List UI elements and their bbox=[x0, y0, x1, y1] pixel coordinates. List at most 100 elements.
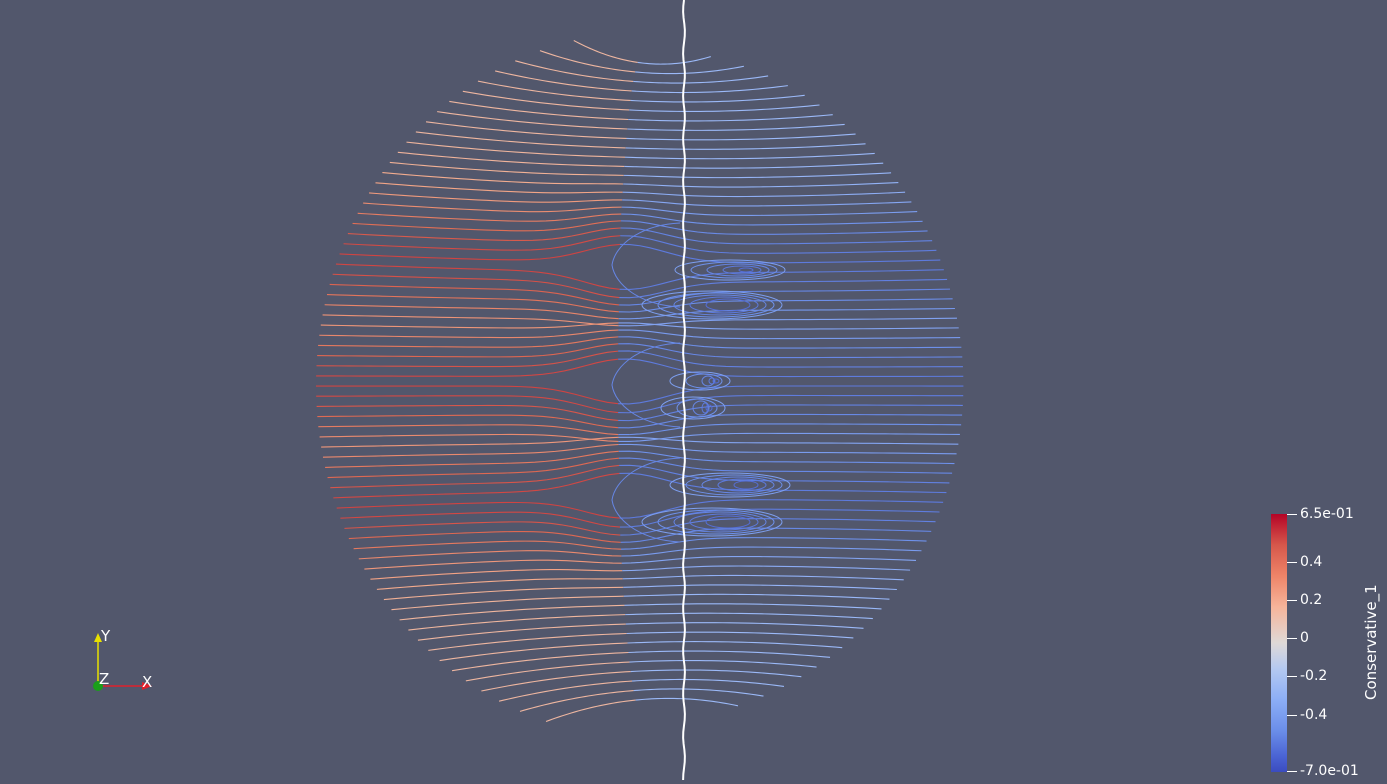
streamline-wake bbox=[618, 404, 963, 422]
streamline-upstream bbox=[417, 623, 626, 641]
scalar-bar[interactable]: 6.5e-01 0.4 0.2 0 -0.2 -0.4 -7.0e-01 Con… bbox=[1262, 500, 1387, 784]
streamline-upstream bbox=[357, 212, 622, 222]
streamline-upstream bbox=[364, 559, 622, 570]
scalar-bar-tick bbox=[1287, 562, 1297, 563]
scalar-bar-tick bbox=[1287, 600, 1297, 601]
streamline-upstream bbox=[437, 111, 628, 130]
wake-vortex bbox=[692, 400, 710, 416]
streamline-wake bbox=[618, 457, 953, 474]
body-outline bbox=[611, 457, 681, 543]
streamline-upstream bbox=[477, 80, 631, 102]
streamline-upstream bbox=[408, 614, 626, 631]
streamline-upstream bbox=[330, 464, 620, 489]
streamline-upstream bbox=[343, 235, 621, 251]
streamline-upstream bbox=[389, 161, 624, 176]
streamline-upstream bbox=[333, 472, 620, 499]
streamline-wake bbox=[625, 622, 864, 629]
streamline-wake bbox=[626, 133, 856, 141]
scalar-bar-tick bbox=[1287, 676, 1297, 677]
streamline-wake bbox=[618, 329, 961, 340]
streamline-wake bbox=[621, 206, 918, 216]
streamline-upstream bbox=[545, 699, 636, 723]
streamline-wake bbox=[618, 385, 964, 405]
streamline-wake bbox=[621, 213, 923, 226]
streamline-upstream bbox=[322, 443, 619, 458]
streamline-wake bbox=[618, 350, 963, 368]
scalar-bar-tick-label: 0 bbox=[1300, 630, 1309, 646]
streamline-upstream bbox=[449, 100, 629, 121]
streamline-upstream bbox=[319, 329, 619, 339]
wake-vortex bbox=[690, 261, 778, 279]
streamline-wake bbox=[623, 593, 890, 600]
streamline-upstream bbox=[495, 70, 632, 92]
streamline-upstream bbox=[370, 569, 623, 580]
streamline-wake bbox=[618, 317, 957, 327]
streamline-wake bbox=[618, 443, 957, 455]
streamline-wake bbox=[620, 518, 936, 536]
streamline-wake bbox=[618, 450, 955, 465]
streamline-upstream bbox=[320, 322, 619, 329]
streamline-wake bbox=[622, 574, 904, 581]
streamline-upstream bbox=[352, 220, 621, 232]
streamline-upstream bbox=[369, 192, 623, 203]
streamline-wake bbox=[619, 508, 940, 528]
streamline-wake bbox=[619, 499, 944, 519]
streamline-upstream bbox=[347, 227, 621, 242]
streamline-wake bbox=[620, 220, 928, 235]
streamline-upstream bbox=[318, 336, 619, 348]
streamline-wake bbox=[622, 199, 912, 207]
streamline-upstream bbox=[316, 404, 619, 422]
streamline-upstream bbox=[317, 343, 619, 358]
streamline-upstream bbox=[498, 680, 633, 702]
streamline-wake bbox=[618, 343, 963, 359]
streamline-wake bbox=[633, 75, 769, 84]
streamline-upstream bbox=[399, 604, 625, 621]
streamline-wake bbox=[623, 181, 899, 188]
wake-vortex bbox=[722, 265, 762, 275]
streamline-wake bbox=[618, 394, 964, 414]
wake-vortex bbox=[717, 478, 767, 492]
streamline-wake bbox=[618, 358, 964, 378]
streamline-upstream bbox=[321, 436, 619, 448]
y-axis-arrow-icon bbox=[94, 633, 102, 642]
streamline-wake bbox=[618, 423, 962, 436]
streamline-wake bbox=[619, 269, 944, 291]
streamline-upstream bbox=[329, 283, 620, 306]
streamline-upstream bbox=[348, 530, 621, 543]
streamline-upstream bbox=[339, 243, 620, 261]
streamline-wake bbox=[618, 436, 959, 445]
z-axis-label: Z bbox=[99, 670, 110, 688]
streamline-upstream bbox=[451, 651, 629, 672]
wake-vortex bbox=[641, 290, 783, 320]
z-axis-dot-icon bbox=[93, 681, 103, 691]
streamline-wake bbox=[618, 432, 960, 443]
streamline-upstream bbox=[322, 314, 619, 327]
streamline-wake bbox=[619, 288, 951, 306]
wake-vortex bbox=[689, 513, 759, 531]
wake-vortex bbox=[705, 515, 751, 529]
wake-vortex bbox=[733, 480, 759, 490]
wake-vortex bbox=[701, 402, 709, 414]
streamline-wake bbox=[630, 94, 805, 103]
streamline-upstream bbox=[326, 294, 620, 313]
streamline-upstream bbox=[439, 642, 628, 662]
streamline-upstream bbox=[415, 131, 626, 149]
wake-vortex bbox=[712, 378, 720, 384]
scalar-bar-tick bbox=[1287, 638, 1297, 639]
streamline-upstream bbox=[324, 304, 619, 320]
streamline-wake bbox=[620, 537, 927, 550]
streamline-upstream bbox=[573, 39, 638, 63]
wake-vortex bbox=[685, 373, 723, 389]
wake-vortex bbox=[705, 298, 751, 312]
wake-vortex bbox=[701, 375, 715, 387]
streamline-wake bbox=[622, 565, 911, 572]
wake-vortex bbox=[676, 398, 718, 418]
streamline-upstream bbox=[316, 358, 619, 377]
streamline-wake bbox=[635, 697, 739, 707]
streamline-upstream bbox=[316, 385, 619, 405]
orientation-axes: Y X Z bbox=[80, 622, 170, 702]
streamline-upstream bbox=[376, 578, 623, 590]
x-axis-label: X bbox=[142, 673, 153, 691]
